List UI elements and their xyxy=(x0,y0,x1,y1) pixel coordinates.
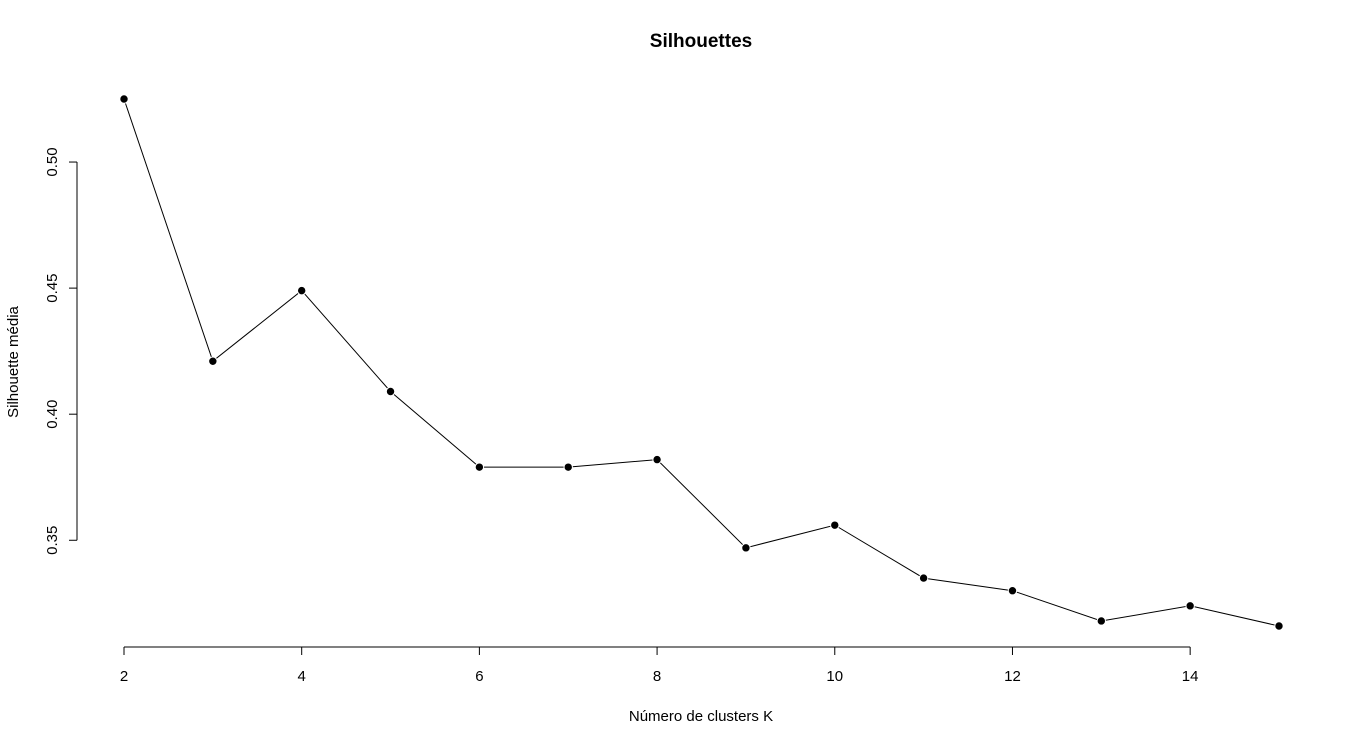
data-point xyxy=(1185,601,1195,611)
x-tick-label: 14 xyxy=(1182,668,1199,685)
data-point xyxy=(208,356,218,366)
series-layer xyxy=(123,98,1280,627)
y-axis-ticks: 0.35 0.40 0.45 0.50 xyxy=(44,147,77,555)
x-axis-label: Número de clusters K xyxy=(629,708,773,725)
series-line xyxy=(123,98,1280,627)
x-tick-label: 12 xyxy=(1004,668,1021,685)
data-point xyxy=(1096,616,1107,626)
data-point xyxy=(830,520,840,530)
data-point xyxy=(474,462,485,472)
chart-title: Silhouettes xyxy=(650,31,752,52)
y-tick-label: 0.45 xyxy=(44,274,61,303)
y-tick-label: 0.35 xyxy=(44,526,61,555)
data-point xyxy=(741,543,751,553)
x-tick-label: 6 xyxy=(475,668,483,685)
y-tick-label: 0.40 xyxy=(44,400,61,429)
data-point xyxy=(1274,621,1284,631)
data-point xyxy=(1007,585,1018,596)
x-tick-label: 10 xyxy=(826,668,843,685)
x-axis-ticks: 2 4 6 8 10 12 14 xyxy=(120,647,1199,685)
points-layer xyxy=(119,94,1284,631)
data-point xyxy=(652,454,662,465)
data-point xyxy=(119,94,129,104)
x-tick-label: 8 xyxy=(653,668,661,685)
data-point xyxy=(296,285,307,296)
y-axis-label: Silhouette média xyxy=(5,305,22,417)
y-tick-label: 0.50 xyxy=(44,147,61,176)
data-point xyxy=(918,573,929,583)
data-point xyxy=(385,386,396,397)
data-point xyxy=(563,462,573,472)
x-tick-label: 2 xyxy=(120,668,128,685)
x-tick-label: 4 xyxy=(298,668,306,685)
